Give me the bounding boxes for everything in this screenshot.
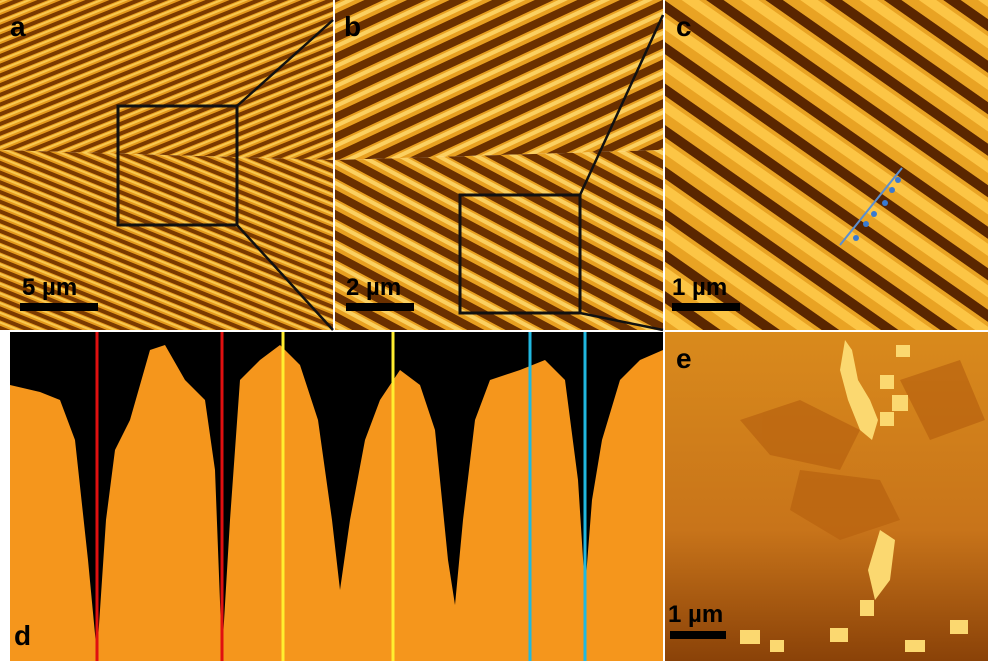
scale-bar-label: 1 µm xyxy=(668,601,723,628)
panel-label: b xyxy=(344,11,361,42)
scale-bar-label: 1 µm xyxy=(672,274,727,301)
panel-label: d xyxy=(14,620,31,651)
panel-label: e xyxy=(676,343,692,374)
panel-label: c xyxy=(676,11,692,42)
panel-c: c 1 µm xyxy=(665,0,988,330)
scale-bar-label: 2 µm xyxy=(346,274,401,301)
panel-e: e 1 µm xyxy=(665,332,988,661)
panel-d: d xyxy=(10,332,663,661)
figure: a 5 µm b 2 µm c 1 µm xyxy=(0,0,988,661)
scale-bar-label: 5 µm xyxy=(22,274,77,301)
panel-a: a 5 µm xyxy=(0,0,333,330)
panel-b: b 2 µm xyxy=(335,0,663,330)
panel-label: a xyxy=(10,11,26,42)
